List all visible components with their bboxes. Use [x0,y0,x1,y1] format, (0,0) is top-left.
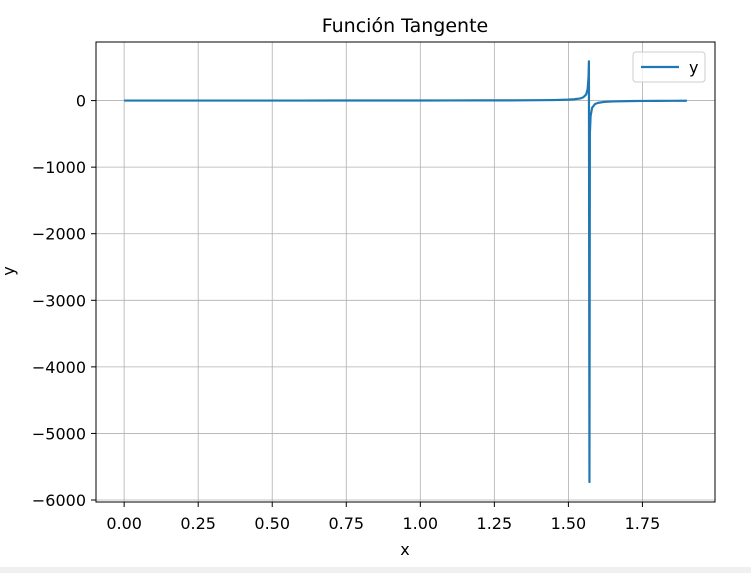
x-tick-label: 1.00 [402,514,438,533]
y-tick-label: −4000 [32,358,86,377]
x-tick-label: 1.75 [625,514,661,533]
x-axis-ticks: 0.00 0.25 0.50 0.75 1.00 1.25 1.50 1.75 [106,502,660,533]
bottom-strip [0,567,751,573]
x-tick-label: 1.50 [551,514,587,533]
y-axis-ticks: 0 −1000 −2000 −3000 −4000 −5000 −6000 [32,92,96,510]
x-tick-label: 0.00 [106,514,142,533]
x-tick-label: 1.25 [477,514,513,533]
x-axis-label: x [400,540,409,559]
axes-frame [95,41,716,503]
x-tick-label: 0.25 [180,514,216,533]
y-tick-label: −6000 [32,491,86,510]
y-tick-label: −2000 [32,225,86,244]
x-tick-label: 0.75 [328,514,364,533]
plot-lines [124,60,687,484]
legend: y [632,51,706,83]
y-tick-label: −3000 [32,291,86,310]
y-tick-label: −1000 [32,158,86,177]
x-tick-label: 0.50 [254,514,290,533]
chart-title: Función Tangente [322,15,488,37]
legend-entry-y: y [689,58,698,77]
y-axis-label: y [0,266,18,275]
series-line-y [124,60,687,484]
grid-lines [96,42,715,502]
y-tick-label: 0 [76,92,86,111]
y-tick-label: −5000 [32,424,86,443]
